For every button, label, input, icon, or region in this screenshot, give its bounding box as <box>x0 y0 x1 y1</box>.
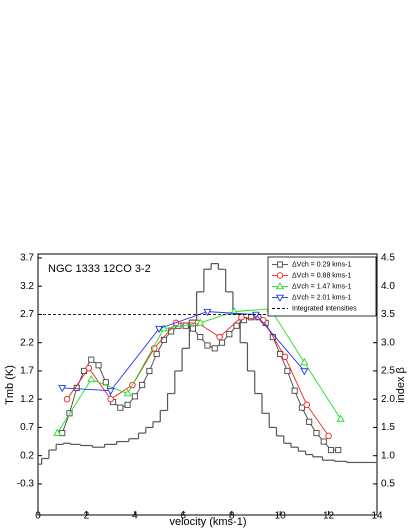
marker <box>154 325 164 333</box>
marker <box>139 382 146 389</box>
marker <box>281 353 289 361</box>
marker <box>218 339 226 346</box>
legend-label: Integrated intensities <box>292 305 357 312</box>
marker <box>300 358 309 366</box>
x-tick-label: 10 <box>275 511 287 522</box>
marker <box>335 446 342 454</box>
marker <box>168 328 175 335</box>
marker <box>233 322 240 329</box>
marker <box>106 387 115 396</box>
marker <box>58 385 67 393</box>
y2-tick-label: 2.5 <box>381 366 395 377</box>
plot-frame <box>37 253 378 516</box>
y-tick-label: 2.2 <box>20 337 34 348</box>
marker <box>197 333 204 341</box>
marker <box>117 404 124 411</box>
x-tick-label: 0 <box>35 511 41 522</box>
y2-tick-label: 1.0 <box>381 450 395 461</box>
y2-tick-label: 0.5 <box>381 479 395 490</box>
marker <box>63 395 71 403</box>
x-axis-label: velocity (kms-1) <box>169 516 246 528</box>
y2-tick-label: 3.5 <box>381 309 395 320</box>
marker <box>300 368 309 376</box>
marker <box>159 324 168 332</box>
marker <box>320 438 327 445</box>
chart-title: NGC 1333 12CO 3-2 <box>48 263 151 275</box>
y-tick-label: 1.7 <box>20 366 34 377</box>
marker <box>275 294 285 302</box>
marker <box>123 389 132 397</box>
marker <box>251 311 261 319</box>
y-tick-label: 2.7 <box>20 309 34 320</box>
marker <box>276 261 284 268</box>
marker <box>160 336 167 343</box>
marker <box>291 387 298 394</box>
x-tick-label: 8 <box>229 511 235 522</box>
y-tick-label: 1.2 <box>20 394 34 405</box>
marker <box>153 350 160 358</box>
y2-tick-label: 3.0 <box>381 337 395 348</box>
y-tick-label: 3.7 <box>20 253 34 264</box>
marker <box>277 350 284 358</box>
marker <box>189 325 197 332</box>
marker <box>146 367 153 374</box>
x-tick-label: 6 <box>181 511 187 522</box>
marker <box>276 272 284 279</box>
marker <box>53 428 62 436</box>
marker <box>203 308 212 317</box>
marker <box>238 314 245 321</box>
marker <box>325 432 332 440</box>
marker <box>196 318 205 326</box>
marker <box>124 401 131 408</box>
x-tick-label: 2 <box>84 511 90 522</box>
y2-tick-label: 4.5 <box>381 253 395 264</box>
marker <box>298 404 305 411</box>
marker <box>88 356 95 363</box>
marker <box>336 414 345 422</box>
y2-tick-label: 2.0 <box>381 394 395 405</box>
y-tick-label: -0.3 <box>17 479 35 490</box>
marker <box>313 430 320 437</box>
y2-tick-label: 1.5 <box>381 422 395 433</box>
y2-tick-label: 4.0 <box>381 281 395 292</box>
marker <box>248 314 255 321</box>
marker <box>226 331 233 338</box>
marker <box>95 362 102 369</box>
y-tick-label: 0.7 <box>20 422 34 433</box>
y-tick-label: 0.2 <box>20 450 34 461</box>
marker <box>85 364 93 372</box>
marker <box>284 367 291 374</box>
marker <box>230 307 239 315</box>
marker <box>275 282 285 290</box>
marker <box>327 446 335 454</box>
marker <box>306 418 313 425</box>
series-line <box>56 308 342 434</box>
marker <box>216 333 223 341</box>
y-tick-label: 3.2 <box>20 281 34 292</box>
marker <box>204 342 211 349</box>
legend-label: ΔVch = 0.88 kms-1 <box>292 272 351 279</box>
y2-axis-label: index β <box>395 367 407 403</box>
x-tick-label: 4 <box>132 511 138 522</box>
marker <box>131 393 138 400</box>
legend-label: ΔVch = 1.47 kms-1 <box>292 283 351 290</box>
x-tick-label: 14 <box>371 511 383 522</box>
marker <box>107 395 114 403</box>
x-tick-label: 12 <box>323 511 335 522</box>
marker <box>303 401 311 409</box>
series-line <box>62 311 305 392</box>
legend-label: ΔVch = 2.01 kms-1 <box>292 294 351 301</box>
legend-label: ΔVch = 0.29 kms-1 <box>292 261 351 268</box>
marker <box>211 345 218 352</box>
y-axis-label: Tmb (K) <box>4 365 16 405</box>
marker <box>87 375 96 383</box>
